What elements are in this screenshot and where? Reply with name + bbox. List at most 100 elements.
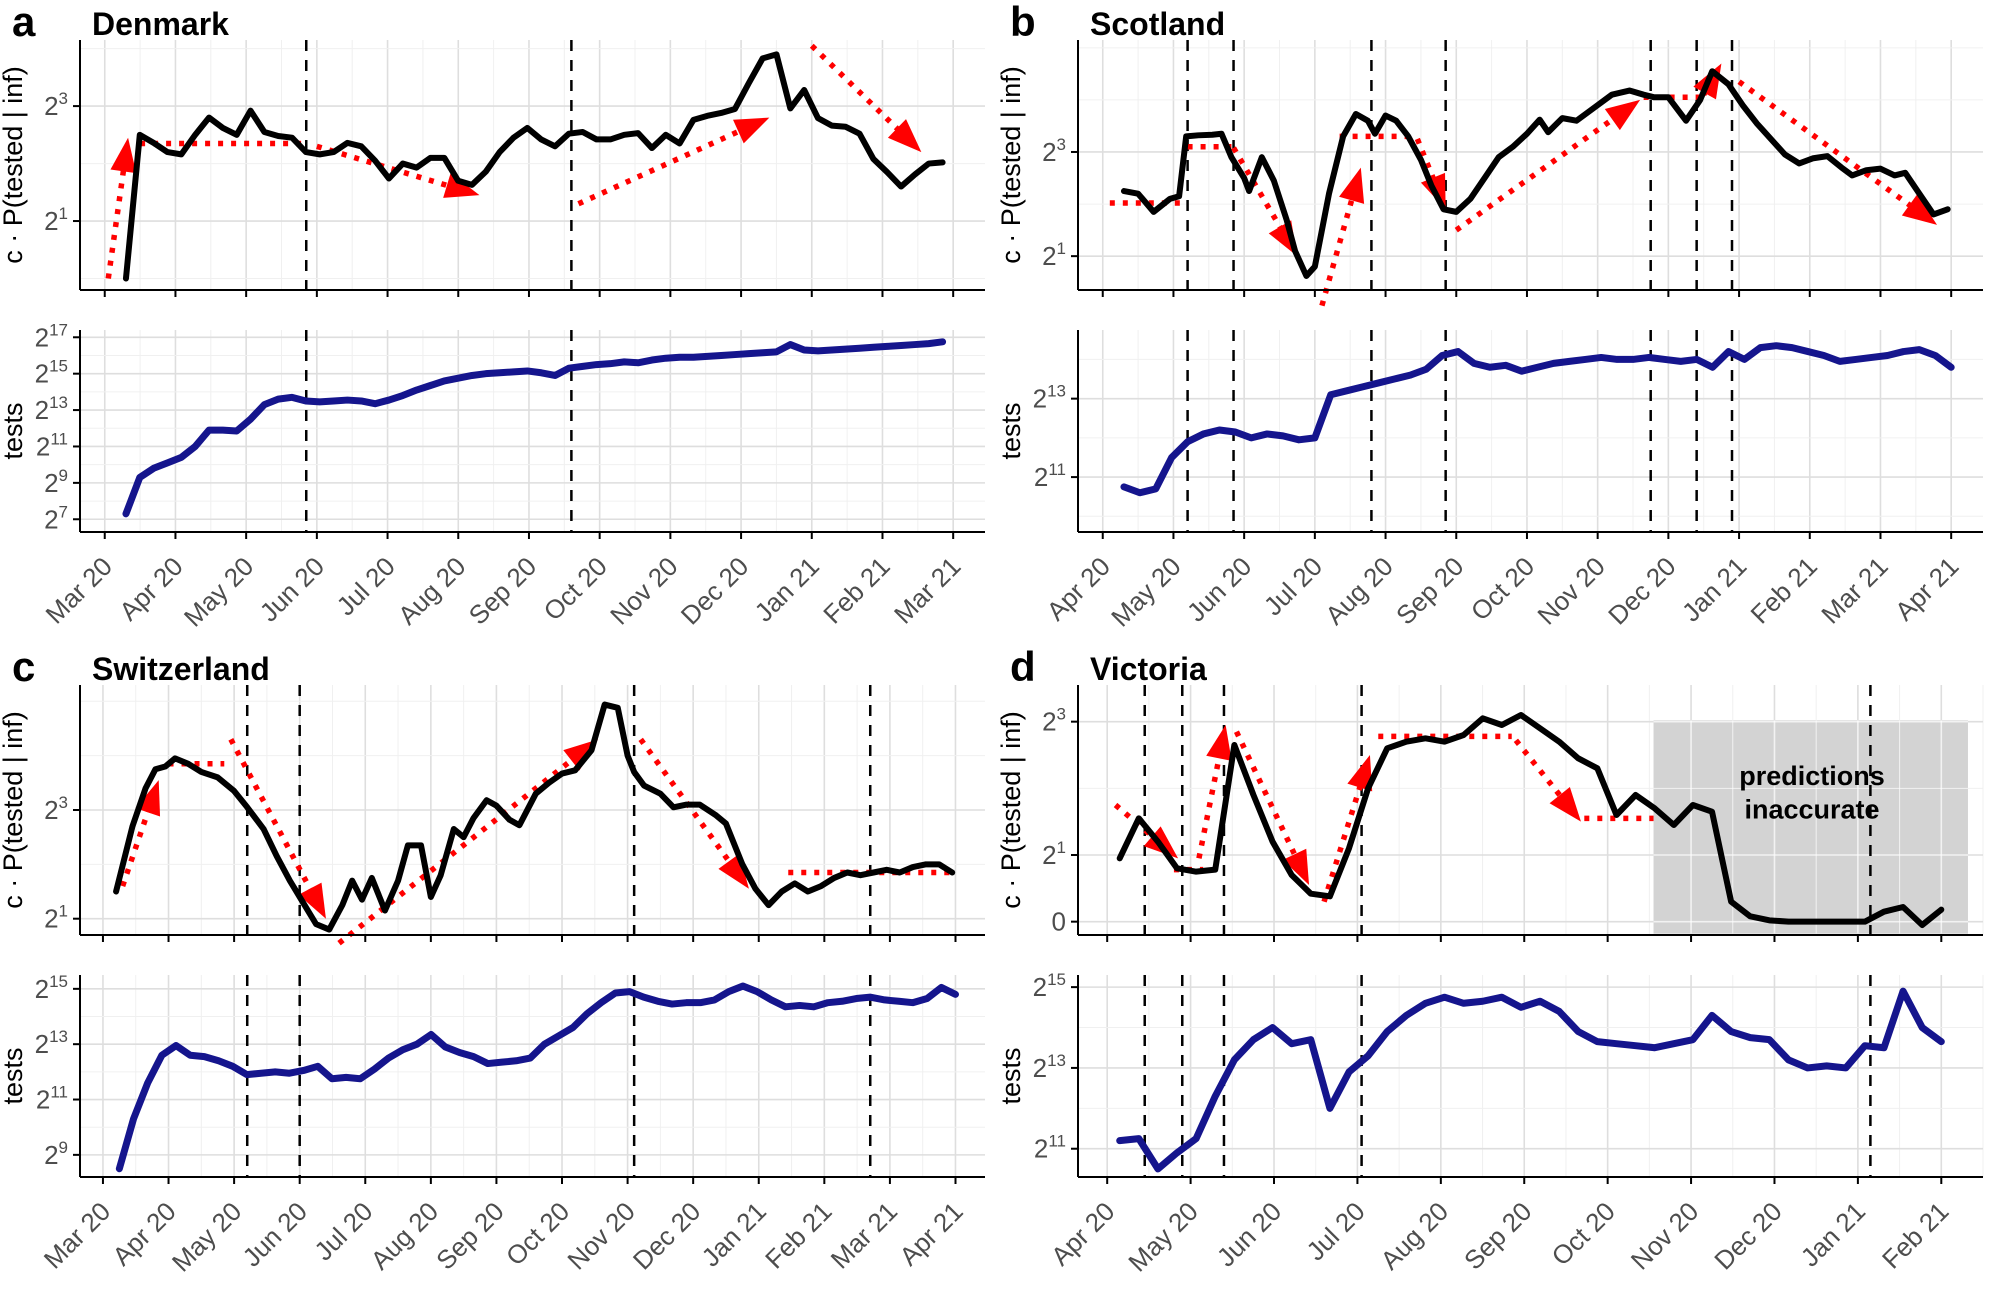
x-tick-label: Jan 21 bbox=[696, 1196, 772, 1272]
x-tick-label: Jun 20 bbox=[237, 1196, 313, 1272]
x-tick-label: Oct 20 bbox=[1465, 551, 1540, 626]
x-tick-label: Jul 20 bbox=[1300, 1196, 1370, 1266]
tests-axis-title: tests bbox=[0, 1047, 28, 1104]
y-tick-label: 23 bbox=[1042, 705, 1066, 737]
panel-letter-c: c bbox=[12, 643, 36, 690]
trend-arrow-head bbox=[1347, 755, 1373, 792]
x-tick-label: Aug 20 bbox=[392, 551, 471, 630]
x-tick-label: Jan 21 bbox=[749, 551, 825, 627]
x-tick-label: Mar 20 bbox=[40, 551, 118, 629]
panel-title-victoria: Victoria bbox=[1090, 651, 1207, 687]
y-tick-label: 215 bbox=[35, 972, 68, 1004]
rate-series-line bbox=[1120, 68, 1951, 279]
region-label-line: inaccurate bbox=[1744, 794, 1879, 824]
panel-title-scotland: Scotland bbox=[1090, 6, 1226, 42]
y-tick-label: 211 bbox=[36, 1083, 68, 1115]
x-tick-label: Jul 20 bbox=[1258, 551, 1328, 621]
panel-d-victoria: d Victoria predictions inaccurate 0 21 23 c ·… bbox=[998, 645, 1996, 1289]
trend-arrow-line bbox=[1454, 113, 1619, 233]
x-tick-label: Dec 20 bbox=[1708, 1196, 1787, 1275]
y-tick-label: 211 bbox=[36, 429, 68, 461]
x-tick-label: May 20 bbox=[1105, 551, 1187, 633]
x-tick-label: Aug 20 bbox=[1375, 1196, 1454, 1275]
y-tick-label: 23 bbox=[1042, 135, 1066, 167]
y-tick-label: 27 bbox=[44, 502, 68, 534]
y-tick-label: 213 bbox=[35, 393, 68, 425]
panel-letter-a: a bbox=[12, 0, 36, 45]
trend-arrow-line bbox=[316, 143, 454, 190]
trend-arrow-head bbox=[1339, 167, 1365, 204]
rate-axis-title: c · P(tested | inf) bbox=[998, 711, 1026, 909]
x-tick-label: Aug 20 bbox=[365, 1196, 444, 1275]
y-tick-label: 29 bbox=[44, 1138, 68, 1170]
x-tick-label: May 20 bbox=[178, 551, 260, 633]
tests-series-line bbox=[122, 338, 947, 518]
x-tick-label: Dec 20 bbox=[675, 551, 754, 630]
trend-arrow-line bbox=[120, 805, 153, 887]
x-tick-label: Mar 21 bbox=[1815, 551, 1893, 629]
tests-axis-title: tests bbox=[0, 402, 28, 459]
y-tick-label: 21 bbox=[44, 902, 68, 934]
tests-axis-title: tests bbox=[998, 402, 1026, 459]
x-tick-label: Feb 21 bbox=[759, 1196, 837, 1274]
x-tick-label: Jan 21 bbox=[1676, 551, 1752, 627]
trend-arrow-line bbox=[105, 165, 127, 279]
x-tick-label: Apr 20 bbox=[1041, 551, 1116, 626]
y-tick-label: 29 bbox=[44, 466, 68, 498]
x-tick-label: Nov 20 bbox=[561, 1196, 640, 1275]
x-tick-label: Apr 20 bbox=[1045, 1196, 1120, 1271]
x-tick-label: Sep 20 bbox=[463, 551, 542, 630]
trend-arrow-head bbox=[1549, 786, 1581, 822]
y-tick-label: 21 bbox=[44, 204, 68, 236]
trend-arrow-head bbox=[887, 119, 922, 153]
x-tick-label: Apr 21 bbox=[893, 1196, 968, 1271]
x-tick-label: Mar 21 bbox=[888, 551, 966, 629]
y-tick-label: 215 bbox=[1033, 970, 1066, 1002]
x-tick-label: Nov 20 bbox=[1531, 551, 1610, 630]
x-tick-label: Mar 20 bbox=[38, 1196, 116, 1274]
trend-arrow-head bbox=[110, 137, 137, 174]
rate-axis-title: c · P(tested | inf) bbox=[998, 66, 1026, 264]
trend-arrow-head bbox=[1206, 725, 1232, 761]
x-tick-label: Feb 21 bbox=[817, 551, 895, 629]
trend-arrow-line bbox=[1321, 780, 1365, 903]
tests-series-line bbox=[1120, 342, 1955, 497]
region-label-line: predictions bbox=[1739, 761, 1885, 791]
x-tick-label: Jun 20 bbox=[254, 551, 330, 627]
panel-title-denmark: Denmark bbox=[92, 6, 229, 42]
rate-series-line bbox=[1116, 712, 1945, 928]
y-tick-label: 213 bbox=[1033, 1051, 1066, 1083]
panel-title-switzerland: Switzerland bbox=[92, 651, 270, 687]
rate-axis-title: c · P(tested | inf) bbox=[0, 66, 28, 264]
trend-arrow-head bbox=[1604, 99, 1641, 131]
y-tick-label: 217 bbox=[35, 320, 68, 352]
trend-arrow-line bbox=[228, 738, 316, 896]
trend-arrow-head bbox=[443, 172, 480, 198]
x-tick-label: Oct 20 bbox=[1546, 1196, 1621, 1271]
x-tick-label: Sep 20 bbox=[1390, 551, 1469, 630]
trend-arrow-head bbox=[733, 117, 770, 144]
rate-series-line bbox=[122, 51, 946, 282]
x-tick-label: Sep 20 bbox=[430, 1196, 509, 1275]
panel-b-scotland: b Scotland 21 23 c · P(tested | inf) 211 213… bbox=[998, 0, 1996, 644]
y-tick-label: 23 bbox=[44, 89, 68, 121]
x-tick-label: Oct 20 bbox=[538, 551, 613, 626]
x-tick-label: Dec 20 bbox=[1602, 551, 1681, 630]
x-tick-label: Apr 20 bbox=[113, 551, 188, 626]
switzerland-charts: 21 23 c · P(tested | inf) 29 211 213 215 tests M… bbox=[0, 685, 985, 1278]
y-tick-label: 23 bbox=[44, 793, 68, 825]
trend-arrow-line bbox=[1196, 751, 1223, 859]
x-tick-label: Nov 20 bbox=[1625, 1196, 1704, 1275]
tests-series-line bbox=[1116, 987, 1945, 1173]
tests-series-line bbox=[115, 982, 959, 1173]
y-tick-label: 0 bbox=[1052, 907, 1066, 937]
y-tick-label: 215 bbox=[35, 357, 68, 389]
panel-letter-b: b bbox=[1010, 0, 1036, 45]
x-tick-label: Oct 20 bbox=[500, 1196, 575, 1271]
x-tick-label: Nov 20 bbox=[604, 551, 683, 630]
denmark-charts: 21 23 c · P(tested | inf) 27 29 211 213 215 217 t… bbox=[0, 40, 985, 633]
x-tick-label: Dec 20 bbox=[627, 1196, 706, 1275]
x-tick-label: Jan 21 bbox=[1795, 1196, 1871, 1272]
